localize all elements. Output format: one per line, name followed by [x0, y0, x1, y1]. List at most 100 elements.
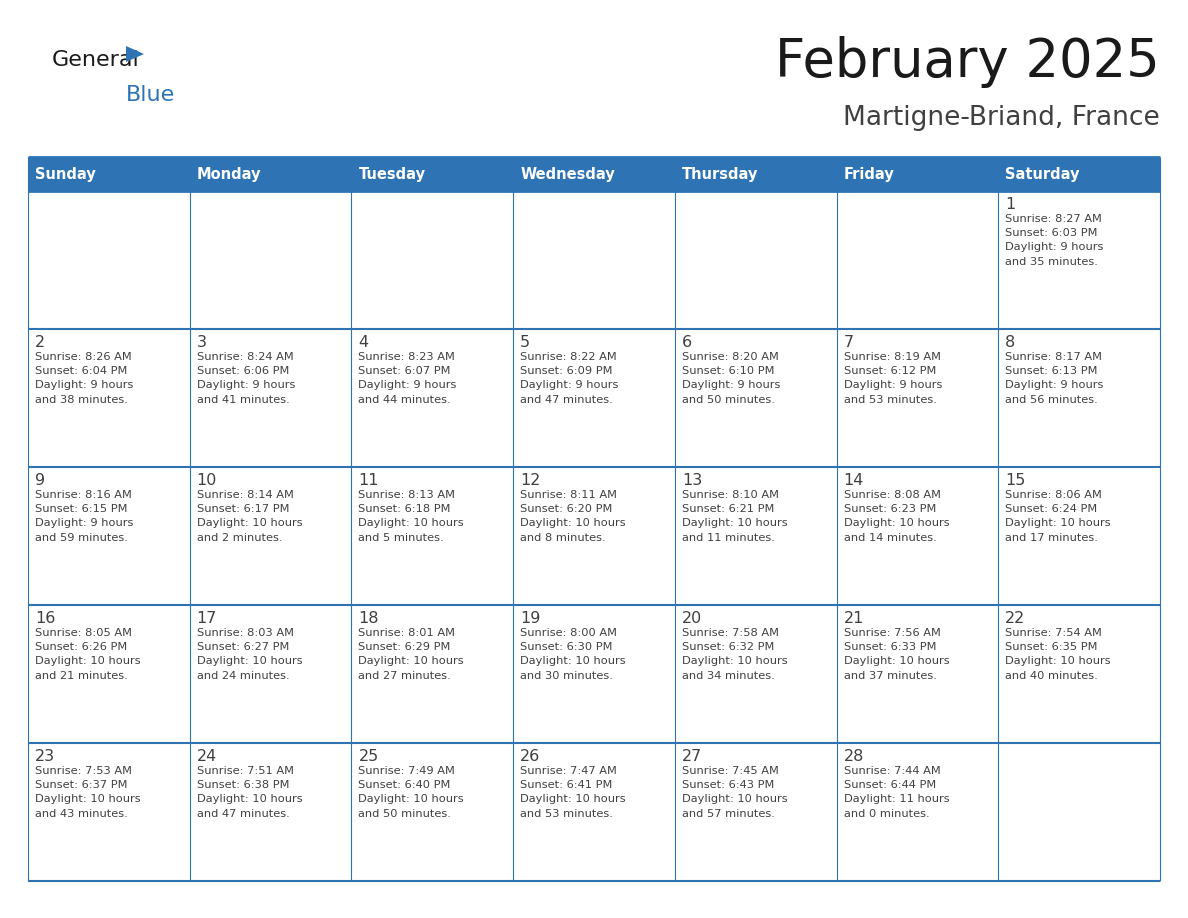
Text: Sunrise: 8:26 AM: Sunrise: 8:26 AM: [34, 352, 132, 362]
Text: Sunrise: 7:49 AM: Sunrise: 7:49 AM: [359, 766, 455, 776]
Bar: [190, 157, 352, 191]
Text: 20: 20: [682, 611, 702, 626]
Text: Sunrise: 8:10 AM: Sunrise: 8:10 AM: [682, 489, 779, 499]
Text: Sunset: 6:04 PM: Sunset: 6:04 PM: [34, 366, 127, 376]
Text: Wednesday: Wednesday: [520, 166, 615, 182]
Text: Sunrise: 8:05 AM: Sunrise: 8:05 AM: [34, 628, 132, 637]
Text: Daylight: 10 hours: Daylight: 10 hours: [520, 519, 626, 529]
Text: and 59 minutes.: and 59 minutes.: [34, 533, 128, 543]
Text: Sunrise: 8:16 AM: Sunrise: 8:16 AM: [34, 489, 132, 499]
Text: and 40 minutes.: and 40 minutes.: [1005, 671, 1098, 681]
Bar: [29, 157, 1159, 881]
Text: Sunrise: 8:14 AM: Sunrise: 8:14 AM: [197, 489, 293, 499]
Text: and 53 minutes.: and 53 minutes.: [843, 395, 936, 405]
Text: Daylight: 10 hours: Daylight: 10 hours: [359, 794, 465, 804]
Bar: [836, 157, 998, 191]
Text: Sunrise: 7:44 AM: Sunrise: 7:44 AM: [843, 766, 941, 776]
Text: and 34 minutes.: and 34 minutes.: [682, 671, 775, 681]
Text: Sunrise: 8:27 AM: Sunrise: 8:27 AM: [1005, 214, 1102, 223]
Text: Daylight: 10 hours: Daylight: 10 hours: [843, 656, 949, 666]
Text: 22: 22: [1005, 611, 1025, 626]
Text: and 0 minutes.: and 0 minutes.: [843, 809, 929, 819]
Text: and 24 minutes.: and 24 minutes.: [197, 671, 290, 681]
Text: Sunday: Sunday: [34, 166, 96, 182]
Text: Sunrise: 8:13 AM: Sunrise: 8:13 AM: [359, 489, 455, 499]
Text: Daylight: 9 hours: Daylight: 9 hours: [34, 380, 133, 390]
Text: Sunset: 6:21 PM: Sunset: 6:21 PM: [682, 504, 775, 514]
Text: Daylight: 9 hours: Daylight: 9 hours: [34, 519, 133, 529]
Text: Sunrise: 8:20 AM: Sunrise: 8:20 AM: [682, 352, 778, 362]
Text: Sunrise: 8:24 AM: Sunrise: 8:24 AM: [197, 352, 293, 362]
Text: Sunrise: 7:56 AM: Sunrise: 7:56 AM: [843, 628, 941, 637]
Text: Daylight: 10 hours: Daylight: 10 hours: [1005, 656, 1111, 666]
Text: 23: 23: [34, 749, 55, 764]
Text: 3: 3: [197, 335, 207, 350]
Text: Daylight: 10 hours: Daylight: 10 hours: [359, 656, 465, 666]
Text: Daylight: 10 hours: Daylight: 10 hours: [843, 519, 949, 529]
Text: 15: 15: [1005, 473, 1025, 488]
Text: Daylight: 9 hours: Daylight: 9 hours: [520, 380, 619, 390]
Bar: [998, 157, 1159, 191]
Text: 1: 1: [1005, 197, 1016, 212]
Text: Sunset: 6:29 PM: Sunset: 6:29 PM: [359, 642, 450, 652]
Text: and 57 minutes.: and 57 minutes.: [682, 809, 775, 819]
Text: Sunset: 6:40 PM: Sunset: 6:40 PM: [359, 780, 450, 790]
Bar: [29, 157, 190, 191]
Text: 27: 27: [682, 749, 702, 764]
Text: 11: 11: [359, 473, 379, 488]
Text: and 47 minutes.: and 47 minutes.: [197, 809, 290, 819]
Text: Daylight: 9 hours: Daylight: 9 hours: [197, 380, 295, 390]
Text: Sunrise: 7:47 AM: Sunrise: 7:47 AM: [520, 766, 617, 776]
Text: Sunrise: 7:54 AM: Sunrise: 7:54 AM: [1005, 628, 1102, 637]
Text: Sunset: 6:12 PM: Sunset: 6:12 PM: [843, 366, 936, 376]
Text: Sunrise: 7:53 AM: Sunrise: 7:53 AM: [34, 766, 132, 776]
Text: 8: 8: [1005, 335, 1016, 350]
Text: Sunset: 6:10 PM: Sunset: 6:10 PM: [682, 366, 775, 376]
Text: 18: 18: [359, 611, 379, 626]
Text: Sunset: 6:41 PM: Sunset: 6:41 PM: [520, 780, 613, 790]
Text: and 2 minutes.: and 2 minutes.: [197, 533, 283, 543]
Text: 6: 6: [682, 335, 691, 350]
Text: Daylight: 10 hours: Daylight: 10 hours: [34, 656, 140, 666]
Text: 13: 13: [682, 473, 702, 488]
Text: Sunrise: 8:03 AM: Sunrise: 8:03 AM: [197, 628, 293, 637]
Text: Sunrise: 8:08 AM: Sunrise: 8:08 AM: [843, 489, 941, 499]
Text: and 21 minutes.: and 21 minutes.: [34, 671, 128, 681]
Text: and 56 minutes.: and 56 minutes.: [1005, 395, 1098, 405]
Text: and 37 minutes.: and 37 minutes.: [843, 671, 936, 681]
Text: and 8 minutes.: and 8 minutes.: [520, 533, 606, 543]
Text: 25: 25: [359, 749, 379, 764]
Text: and 38 minutes.: and 38 minutes.: [34, 395, 128, 405]
Text: Daylight: 10 hours: Daylight: 10 hours: [682, 794, 788, 804]
Text: Sunrise: 8:17 AM: Sunrise: 8:17 AM: [1005, 352, 1102, 362]
Text: Daylight: 10 hours: Daylight: 10 hours: [197, 656, 302, 666]
Text: Tuesday: Tuesday: [359, 166, 425, 182]
Text: and 17 minutes.: and 17 minutes.: [1005, 533, 1098, 543]
Text: Sunset: 6:23 PM: Sunset: 6:23 PM: [843, 504, 936, 514]
Text: Sunset: 6:32 PM: Sunset: 6:32 PM: [682, 642, 775, 652]
Text: Sunset: 6:06 PM: Sunset: 6:06 PM: [197, 366, 289, 376]
Text: Sunset: 6:13 PM: Sunset: 6:13 PM: [1005, 366, 1098, 376]
Text: Thursday: Thursday: [682, 166, 758, 182]
Text: and 5 minutes.: and 5 minutes.: [359, 533, 444, 543]
Text: Sunset: 6:09 PM: Sunset: 6:09 PM: [520, 366, 613, 376]
Text: 2: 2: [34, 335, 45, 350]
Text: Sunset: 6:07 PM: Sunset: 6:07 PM: [359, 366, 451, 376]
Text: Sunset: 6:44 PM: Sunset: 6:44 PM: [843, 780, 936, 790]
Text: General: General: [52, 50, 140, 70]
Text: and 53 minutes.: and 53 minutes.: [520, 809, 613, 819]
Text: February 2025: February 2025: [776, 36, 1159, 88]
Text: 14: 14: [843, 473, 864, 488]
Text: Sunset: 6:38 PM: Sunset: 6:38 PM: [197, 780, 289, 790]
Text: and 27 minutes.: and 27 minutes.: [359, 671, 451, 681]
Text: Sunrise: 8:06 AM: Sunrise: 8:06 AM: [1005, 489, 1102, 499]
Text: Daylight: 10 hours: Daylight: 10 hours: [1005, 519, 1111, 529]
Text: Daylight: 10 hours: Daylight: 10 hours: [34, 794, 140, 804]
Text: Sunset: 6:18 PM: Sunset: 6:18 PM: [359, 504, 451, 514]
Text: 21: 21: [843, 611, 864, 626]
Text: 9: 9: [34, 473, 45, 488]
Text: Daylight: 10 hours: Daylight: 10 hours: [520, 794, 626, 804]
Polygon shape: [126, 46, 144, 62]
Text: and 50 minutes.: and 50 minutes.: [359, 809, 451, 819]
Text: Daylight: 9 hours: Daylight: 9 hours: [1005, 242, 1104, 252]
